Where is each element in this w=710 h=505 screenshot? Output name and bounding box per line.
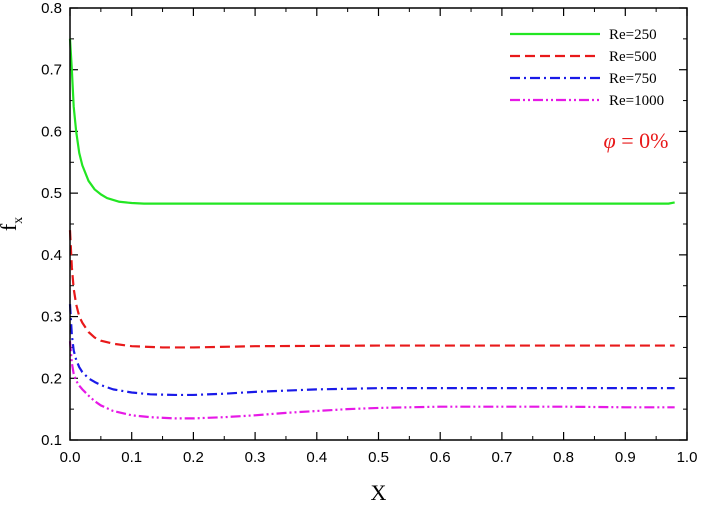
series-line-3 — [68, 304, 675, 397]
y-tick-label: 0.3 — [41, 309, 62, 326]
series-layer — [68, 38, 675, 420]
y-tick-label: 0.2 — [41, 370, 62, 387]
x-tick-label: 0.4 — [306, 449, 327, 466]
x-tick-label: 0.1 — [121, 449, 142, 466]
y-tick-label: 0.5 — [41, 185, 62, 202]
y-tick-label: 0.4 — [41, 247, 62, 264]
series-line-4 — [68, 341, 675, 420]
x-tick-label: 0.6 — [430, 449, 451, 466]
annotation-text: = 0% — [616, 128, 669, 153]
x-tick-label: 0.5 — [368, 449, 389, 466]
legend-label-4: Re=1000 — [609, 93, 664, 109]
y-tick-label: 0.1 — [41, 432, 62, 449]
y-tick-label: 0.6 — [41, 123, 62, 140]
plot-frame — [69, 7, 688, 441]
series-line-2 — [68, 230, 675, 349]
y-tick-label: 0.7 — [41, 62, 62, 79]
legend: Re=250 Re=500 Re=750 Re=1000 — [510, 27, 664, 109]
series-line-1 — [68, 38, 675, 205]
annotation-phi: φ = 0% — [604, 128, 669, 153]
x-axis-title: X — [371, 480, 387, 505]
legend-label-1: Re=250 — [609, 27, 657, 43]
x-tick-label: 0.2 — [183, 449, 204, 466]
legend-label-2: Re=500 — [609, 49, 657, 65]
y-axis-title-sub: x — [11, 217, 26, 224]
annotation-symbol: φ — [604, 128, 616, 153]
y-axis-title-main: f — [0, 223, 21, 231]
x-tick-label: 0.0 — [60, 449, 81, 466]
ticks-layer: 0.0 0.1 0.2 0.3 0.4 0.5 0.6 0.7 0.8 0.9 1.00.10.20… — [41, 0, 697, 466]
x-tick-label: 0.8 — [553, 449, 574, 466]
y-axis-title: fx — [0, 217, 26, 231]
x-tick-label: 0.3 — [245, 449, 266, 466]
legend-label-3: Re=750 — [609, 71, 657, 87]
x-tick-label: 1.0 — [677, 449, 698, 466]
y-tick-label: 0.8 — [41, 0, 62, 17]
x-tick-label: 0.7 — [491, 449, 512, 466]
x-tick-label: 0.9 — [615, 449, 636, 466]
